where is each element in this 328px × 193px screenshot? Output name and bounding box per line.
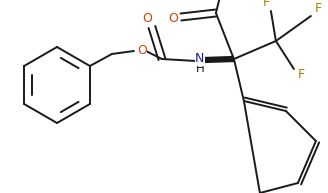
Text: O: O xyxy=(137,43,147,57)
Text: O: O xyxy=(142,12,152,25)
Text: N: N xyxy=(195,52,205,65)
Text: F: F xyxy=(314,2,321,14)
Text: H: H xyxy=(195,62,204,74)
Text: O: O xyxy=(168,12,178,25)
Text: F: F xyxy=(297,68,304,80)
Text: F: F xyxy=(262,0,270,9)
